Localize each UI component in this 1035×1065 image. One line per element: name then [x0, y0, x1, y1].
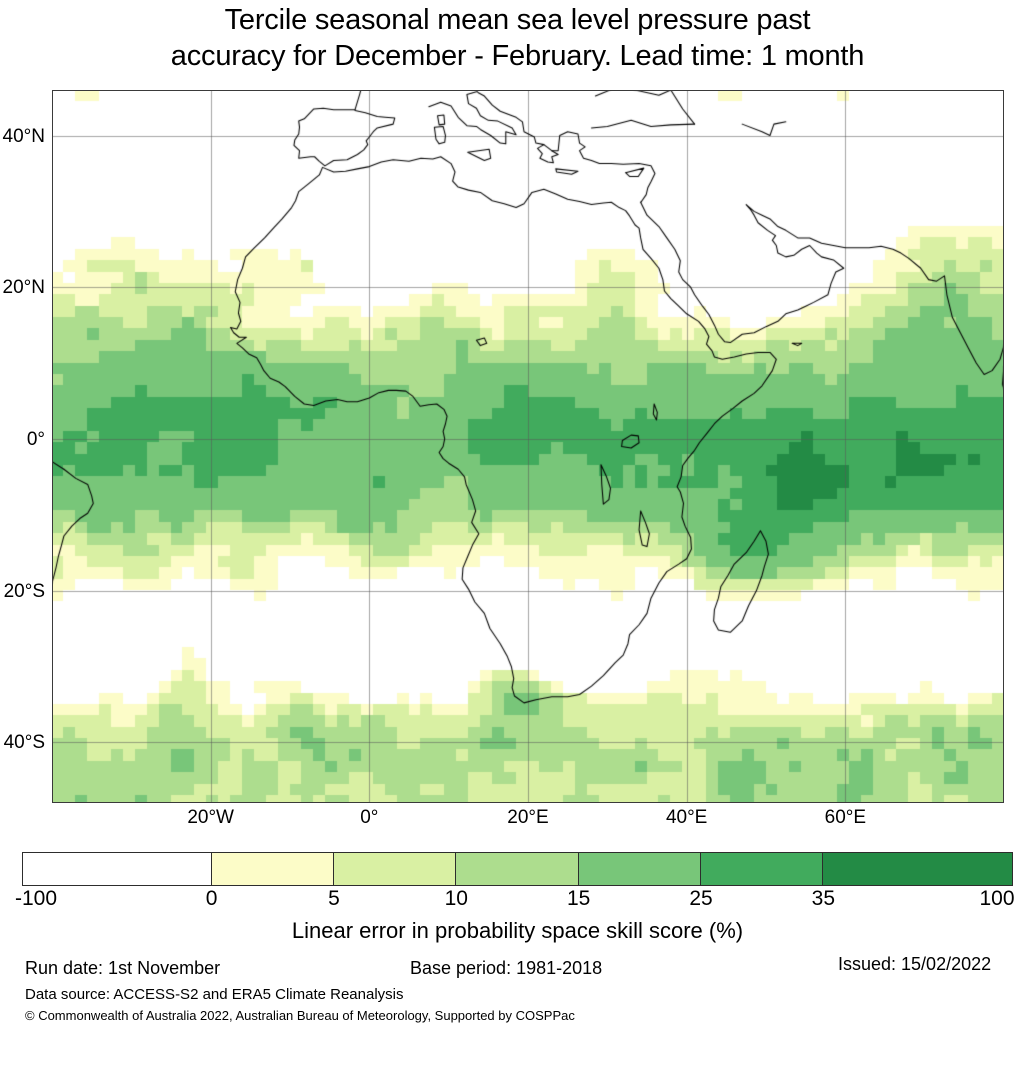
longitude-tick-label: 0°: [360, 807, 379, 828]
colorbar-tick-label: 100: [979, 887, 1015, 910]
base-period-text: Base period: 1981-2018: [410, 958, 603, 978]
longitude-tick-label: 20°E: [507, 807, 549, 828]
colorbar-tick-label: 0: [205, 887, 218, 910]
data-source-text: Data source: ACCESS-S2 and ERA5 Climate …: [25, 986, 404, 1003]
colorbar-segments: [22, 852, 1013, 886]
colorbar: [22, 852, 1013, 886]
colorbar-tick-label: 35: [811, 887, 836, 910]
longitude-tick-label: 40°E: [665, 807, 708, 828]
colorbar-segment: [212, 853, 335, 885]
longitude-tick-label: 60°E: [824, 807, 867, 828]
colorbar-segment: [456, 853, 579, 885]
page-title: Tercile seasonal mean sea level pressure…: [0, 2, 1035, 74]
colorbar-segment: [700, 853, 823, 885]
title-line-2: accuracy for December - February. Lead t…: [170, 40, 865, 72]
footer-row-primary: Run date: 1st November Base period: 1981…: [0, 954, 1035, 984]
colorbar-tick-label: -100: [14, 887, 58, 910]
run-date-text: Run date: 1st November: [25, 958, 221, 978]
colorbar-tick-label: 15: [566, 887, 591, 910]
latitude-tick-label: 20°N: [2, 277, 45, 299]
colorbar-label: Linear error in probability space skill …: [291, 918, 744, 943]
title-line-1: Tercile seasonal mean sea level pressure…: [224, 4, 811, 36]
latitude-tick-label: 40°N: [2, 125, 45, 147]
colorbar-tick-label: 25: [689, 887, 713, 910]
footer: Run date: 1st November Base period: 1981…: [0, 954, 1035, 1023]
map-heatmap-canvas: [52, 90, 1004, 803]
colorbar-tick-label: 10: [444, 887, 468, 910]
colorbar-segment: [578, 853, 701, 885]
map-figure: [52, 90, 1004, 803]
colorbar-segment: [822, 853, 1012, 885]
latitude-tick-label: 20°S: [3, 580, 45, 602]
latitude-tick-label: 0°: [26, 428, 45, 450]
latitude-tick-label: 40°S: [3, 732, 45, 754]
colorbar-segment: [334, 853, 457, 885]
longitude-tick-label: 20°W: [187, 807, 234, 828]
colorbar-tick-label: 5: [328, 887, 340, 910]
copyright-text: © Commonwealth of Australia 2022, Austra…: [25, 1008, 575, 1023]
colorbar-segment: [23, 853, 213, 885]
issued-date-text: Issued: 15/02/2022: [838, 954, 992, 974]
